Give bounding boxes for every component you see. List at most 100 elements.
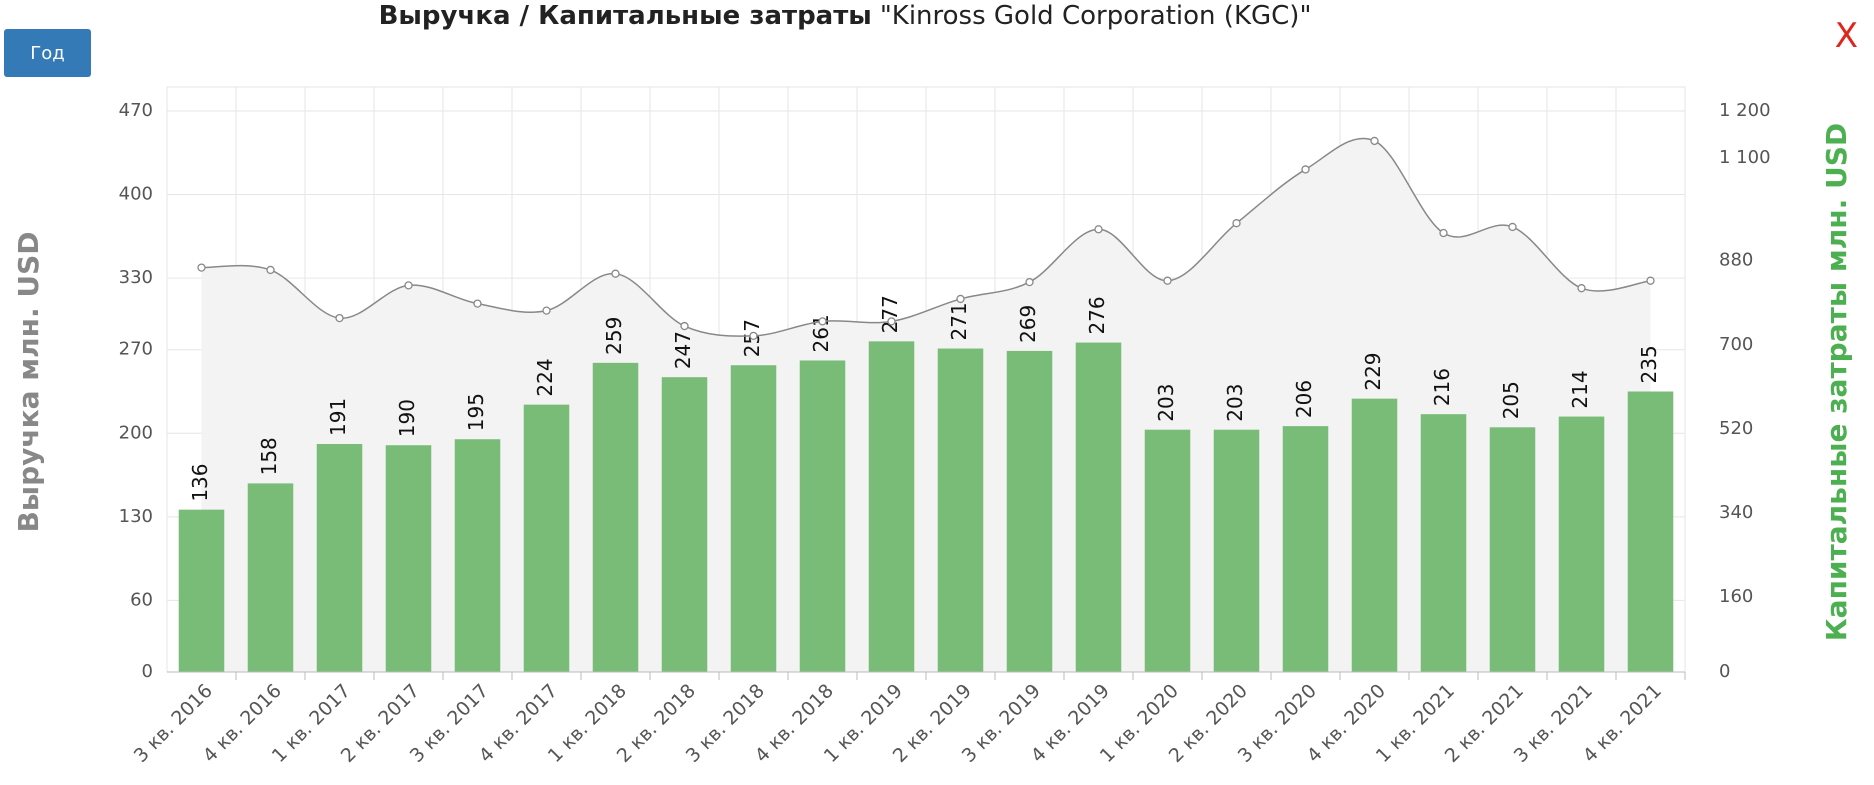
x-tick-label: 3 кв. 2020 xyxy=(1234,680,1321,767)
x-tick-label: 4 кв. 2016 xyxy=(199,680,286,767)
chart-title: Выручка / Капитальные затраты xyxy=(379,1,872,31)
x-tick-label: 3 кв. 2017 xyxy=(406,680,493,767)
y2-tick-label: 160 xyxy=(1719,586,1753,607)
line-point xyxy=(335,313,344,323)
x-tick-label: 2 кв. 2017 xyxy=(337,680,424,767)
x-tick-label: 4 кв. 2021 xyxy=(1579,680,1666,767)
y-tick-label: 60 xyxy=(130,589,153,610)
bar-label: 261 xyxy=(809,314,833,352)
line-point xyxy=(1370,136,1379,146)
line-point xyxy=(197,263,206,272)
bar-label: 205 xyxy=(1499,381,1523,419)
bar-label: 224 xyxy=(533,358,557,396)
x-tick-label: 1 кв. 2020 xyxy=(1096,680,1183,767)
x-tick-label: 2 кв. 2018 xyxy=(613,680,700,767)
line-point xyxy=(611,269,620,278)
x-tick-label: 3 кв. 2016 xyxy=(130,680,217,767)
x-tick-label: 3 кв. 2019 xyxy=(958,680,1045,767)
bar-label: 195 xyxy=(464,393,488,431)
chart-title-wrap: Выручка / Капитальные затраты "Kinross Go… xyxy=(379,1,1312,31)
line-point xyxy=(1646,276,1655,285)
plot-border xyxy=(166,86,1686,673)
y-tick-label: 130 xyxy=(119,506,153,527)
x-tick-label: 1 кв. 2021 xyxy=(1372,680,1459,767)
bar xyxy=(1627,391,1674,672)
line-point xyxy=(1439,228,1448,238)
line-point xyxy=(680,321,689,331)
y2-axis-title: Капитальные затраты млн. USD xyxy=(1820,123,1853,641)
line-point xyxy=(956,294,965,304)
area xyxy=(201,138,1651,673)
y2-tick-label: 700 xyxy=(1719,334,1753,355)
line-point xyxy=(1577,284,1586,293)
x-tick-label: 2 кв. 2019 xyxy=(889,680,976,767)
x-tick-label: 1 кв. 2019 xyxy=(820,680,907,767)
line-point xyxy=(1163,276,1172,285)
y-tick-label: 330 xyxy=(119,267,153,288)
x-tick-label: 3 кв. 2018 xyxy=(682,680,769,767)
line-point xyxy=(749,331,758,341)
line-point xyxy=(266,265,275,275)
line-point xyxy=(1508,222,1517,232)
bar-label: 214 xyxy=(1568,370,1592,408)
y-tick-label: 200 xyxy=(119,422,153,443)
bar-label: 259 xyxy=(602,317,626,355)
bar xyxy=(592,362,639,672)
bar xyxy=(1282,426,1329,672)
x-tick-label: 1 кв. 2018 xyxy=(544,680,631,767)
bar-label: 136 xyxy=(188,463,212,501)
y-tick-label: 270 xyxy=(119,339,153,360)
bar xyxy=(523,404,570,672)
area-layer xyxy=(201,138,1651,673)
bar-label: 216 xyxy=(1430,368,1454,406)
line-point xyxy=(473,299,482,308)
x-tick-label: 1 кв. 2017 xyxy=(268,680,355,767)
bar-label: 158 xyxy=(257,437,281,475)
bar xyxy=(868,341,915,672)
y2-tick-label: 880 xyxy=(1719,250,1753,271)
line-point xyxy=(1232,219,1241,228)
bar-label: 277 xyxy=(878,295,902,333)
bar-label: 271 xyxy=(947,302,971,340)
bar-label: 203 xyxy=(1223,384,1247,422)
y2-tick-label: 340 xyxy=(1719,502,1753,523)
close-button[interactable]: X xyxy=(1834,16,1858,56)
y2-tick-label: 1 100 xyxy=(1719,147,1771,168)
bar-label: 247 xyxy=(671,331,695,369)
bar-label: 269 xyxy=(1016,305,1040,343)
y2-tick-label: 520 xyxy=(1719,418,1753,439)
bar-label: 190 xyxy=(395,399,419,437)
bar xyxy=(178,509,225,672)
y-axis-title: Выручка млн. USD xyxy=(12,231,45,532)
line-point xyxy=(1025,277,1034,287)
bar xyxy=(1006,350,1053,672)
bar xyxy=(730,365,777,672)
y-tick-label: 470 xyxy=(119,100,153,121)
bar-label: 191 xyxy=(326,398,350,436)
bar-label: 206 xyxy=(1292,380,1316,418)
x-tick-label: 4 кв. 2020 xyxy=(1303,680,1390,767)
x-tick-label: 2 кв. 2021 xyxy=(1441,680,1528,767)
x-tick-label: 3 кв. 2021 xyxy=(1510,680,1597,767)
x-tick-label: 4 кв. 2018 xyxy=(751,680,838,767)
bar xyxy=(1351,398,1398,672)
line-point xyxy=(1301,165,1310,174)
y-tick-label: 400 xyxy=(119,184,153,205)
bar xyxy=(1489,427,1536,672)
bar xyxy=(937,348,984,672)
bar xyxy=(661,377,708,672)
bar-label: 203 xyxy=(1154,384,1178,422)
line-point xyxy=(818,317,827,326)
bar xyxy=(1420,414,1467,672)
bar-label: 229 xyxy=(1361,352,1385,390)
period-button[interactable]: Год xyxy=(4,29,91,77)
bar xyxy=(1213,429,1260,672)
line xyxy=(201,137,1651,337)
chart-title-company: "Kinross Gold Corporation (KGC)" xyxy=(880,1,1312,31)
bar xyxy=(1558,416,1605,672)
bar xyxy=(385,445,432,672)
bar xyxy=(247,483,294,672)
y-tick-label: 0 xyxy=(142,661,153,682)
